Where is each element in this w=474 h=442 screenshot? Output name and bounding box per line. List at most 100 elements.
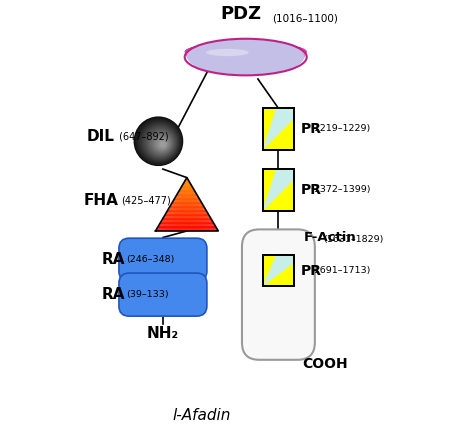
Ellipse shape [156,137,168,150]
Ellipse shape [145,127,175,158]
Ellipse shape [138,121,180,163]
Polygon shape [263,169,294,211]
Polygon shape [172,202,202,203]
Ellipse shape [159,141,166,148]
Polygon shape [173,199,200,200]
Ellipse shape [147,129,174,156]
Ellipse shape [187,40,305,70]
Ellipse shape [154,135,170,152]
Ellipse shape [142,125,178,160]
Ellipse shape [187,39,304,72]
Ellipse shape [188,39,304,76]
Ellipse shape [186,41,305,67]
Ellipse shape [155,136,170,151]
Text: (246–348): (246–348) [126,255,174,264]
Polygon shape [177,194,197,195]
Polygon shape [173,200,201,202]
Ellipse shape [134,116,183,166]
Ellipse shape [150,132,173,154]
Ellipse shape [187,40,305,70]
Ellipse shape [188,39,304,75]
Ellipse shape [135,118,182,165]
Ellipse shape [187,40,305,71]
Ellipse shape [158,140,167,149]
Text: (39–133): (39–133) [126,290,169,299]
Polygon shape [179,190,195,191]
Ellipse shape [152,134,171,153]
Ellipse shape [134,117,183,166]
Ellipse shape [185,42,306,63]
Ellipse shape [186,41,305,68]
Polygon shape [156,229,218,230]
Polygon shape [159,223,214,224]
Polygon shape [165,213,209,215]
FancyBboxPatch shape [119,238,207,281]
Ellipse shape [187,40,304,71]
Text: (1219–1229): (1219–1229) [310,125,371,133]
Ellipse shape [185,42,307,61]
Text: RA: RA [101,287,125,302]
Ellipse shape [155,137,169,151]
Text: NH₂: NH₂ [147,326,179,341]
Ellipse shape [186,41,306,66]
Ellipse shape [143,125,177,160]
Ellipse shape [187,39,304,73]
Polygon shape [170,206,204,207]
Text: PR: PR [301,122,322,136]
Ellipse shape [186,41,306,65]
Ellipse shape [186,41,305,69]
Bar [263,169,294,211]
Polygon shape [160,221,214,223]
Text: l-Afadin: l-Afadin [173,408,231,423]
Polygon shape [159,224,215,225]
Polygon shape [155,230,218,231]
Bar [263,108,294,150]
Polygon shape [158,225,216,227]
Ellipse shape [137,119,181,164]
Polygon shape [166,212,208,213]
Ellipse shape [139,122,180,162]
Ellipse shape [185,42,306,65]
Polygon shape [164,216,210,217]
Ellipse shape [187,39,304,74]
Polygon shape [183,183,191,184]
Polygon shape [171,203,202,204]
Ellipse shape [187,39,304,73]
FancyBboxPatch shape [242,229,315,360]
Polygon shape [170,204,203,206]
Polygon shape [163,217,211,219]
Ellipse shape [157,139,167,149]
Bar [263,108,294,150]
Polygon shape [263,108,294,150]
Polygon shape [182,186,192,187]
Polygon shape [157,227,217,229]
Text: (425–477): (425–477) [120,196,170,206]
Polygon shape [176,195,198,196]
Ellipse shape [188,39,304,74]
Ellipse shape [206,49,249,56]
Polygon shape [184,180,189,182]
Ellipse shape [151,133,172,154]
Ellipse shape [186,40,305,69]
Ellipse shape [137,120,181,163]
Ellipse shape [140,122,179,162]
Polygon shape [167,210,207,211]
Polygon shape [166,211,207,212]
Polygon shape [182,184,191,186]
Ellipse shape [141,124,178,160]
Polygon shape [175,196,199,198]
Ellipse shape [136,118,182,164]
Text: FHA: FHA [83,194,118,208]
Text: PR: PR [301,183,322,197]
Polygon shape [178,191,195,192]
Text: (1691–1713): (1691–1713) [310,266,371,275]
Polygon shape [168,208,206,210]
Ellipse shape [145,127,176,158]
Ellipse shape [144,126,177,159]
Text: PR: PR [301,263,322,278]
Bar [263,169,294,211]
Polygon shape [169,207,205,208]
Polygon shape [164,215,210,216]
Ellipse shape [141,123,179,161]
Ellipse shape [187,40,304,72]
